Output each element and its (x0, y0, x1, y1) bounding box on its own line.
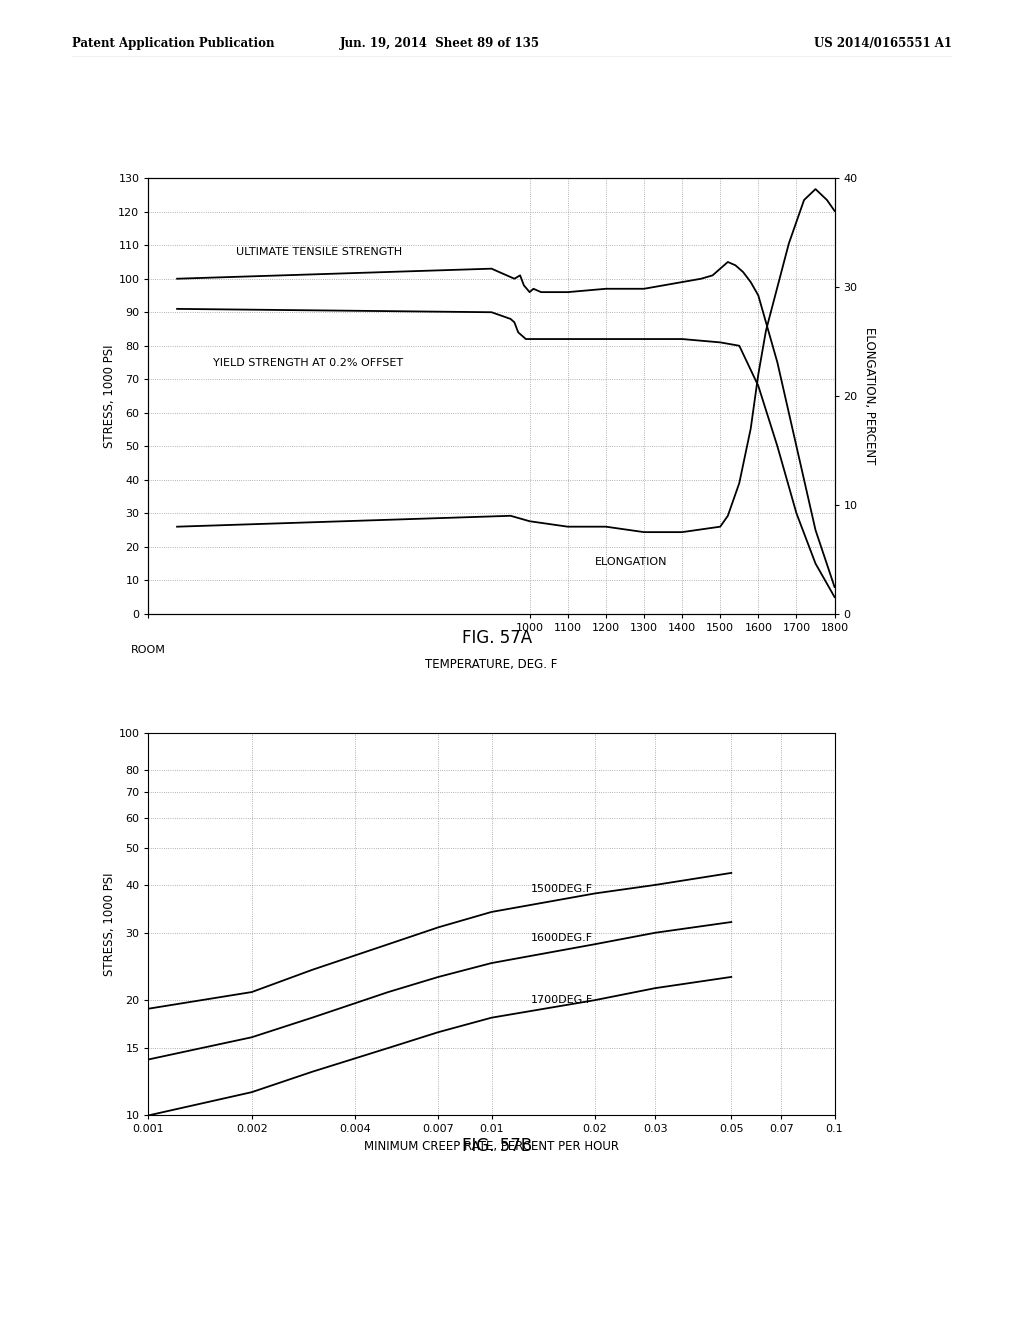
Text: 1600DEG.F: 1600DEG.F (530, 933, 593, 944)
Text: 1500DEG.F: 1500DEG.F (530, 884, 593, 894)
X-axis label: TEMPERATURE, DEG. F: TEMPERATURE, DEG. F (425, 657, 558, 671)
Text: FIG. 57B: FIG. 57B (462, 1137, 531, 1155)
Text: US 2014/0165551 A1: US 2014/0165551 A1 (814, 37, 952, 50)
Text: 1700DEG.F: 1700DEG.F (530, 995, 593, 1005)
Text: Patent Application Publication: Patent Application Publication (72, 37, 274, 50)
Text: ULTIMATE TENSILE STRENGTH: ULTIMATE TENSILE STRENGTH (237, 247, 402, 257)
Y-axis label: ELONGATION, PERCENT: ELONGATION, PERCENT (863, 327, 877, 465)
Text: Jun. 19, 2014  Sheet 89 of 135: Jun. 19, 2014 Sheet 89 of 135 (340, 37, 541, 50)
X-axis label: MINIMUM CREEP RATE, PERCENT PER HOUR: MINIMUM CREEP RATE, PERCENT PER HOUR (364, 1140, 620, 1152)
Text: ROOM: ROOM (131, 644, 166, 655)
Text: YIELD STRENGTH AT 0.2% OFFSET: YIELD STRENGTH AT 0.2% OFFSET (213, 358, 403, 368)
Y-axis label: STRESS, 1000 PSI: STRESS, 1000 PSI (102, 345, 116, 447)
Y-axis label: STRESS, 1000 PSI: STRESS, 1000 PSI (102, 873, 116, 975)
Text: FIG. 57A: FIG. 57A (462, 628, 531, 647)
Text: ELONGATION: ELONGATION (594, 557, 667, 566)
